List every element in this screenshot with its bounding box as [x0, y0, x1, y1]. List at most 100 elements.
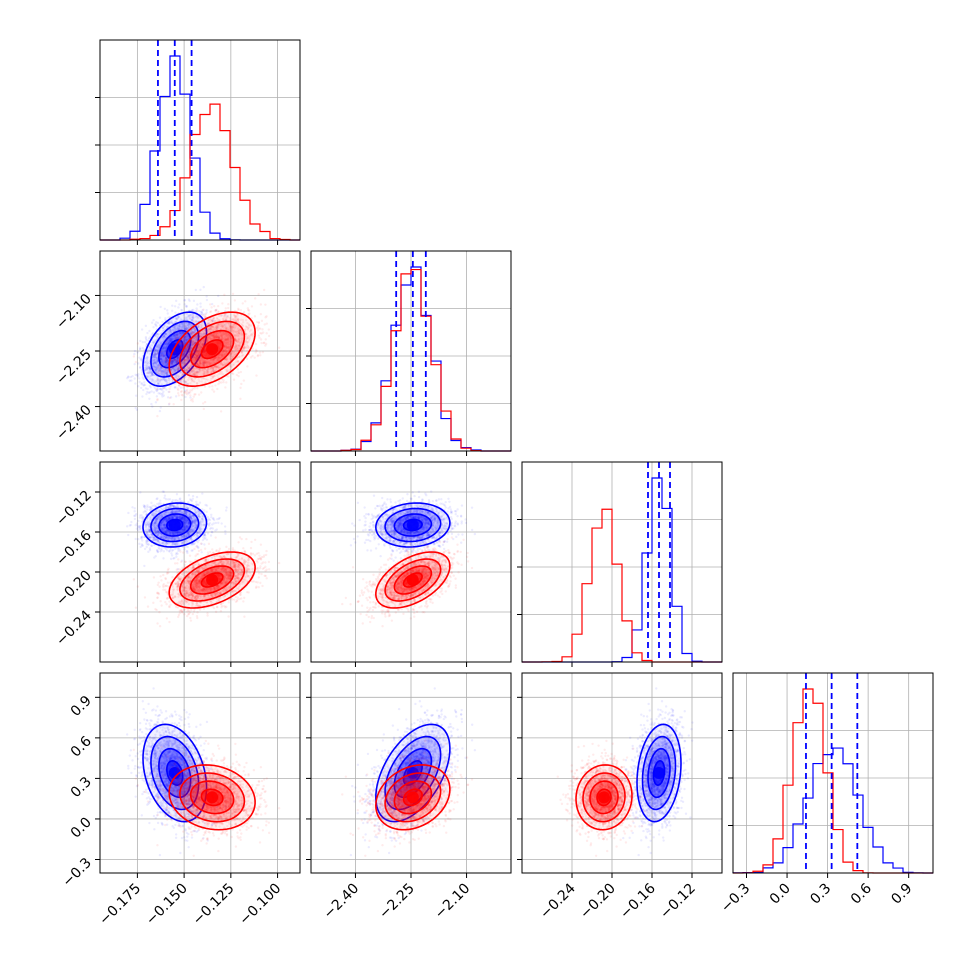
sample-point: [173, 361, 177, 364]
sample-point: [187, 326, 191, 329]
sample-point: [239, 370, 243, 374]
sample-point: [147, 366, 150, 369]
sample-point: [149, 367, 152, 371]
sample-point: [164, 316, 167, 320]
sample-point: [157, 392, 160, 395]
sample-point: [175, 360, 178, 364]
sample-point: [155, 361, 158, 365]
sample-point: [156, 359, 159, 363]
sample-point: [151, 405, 154, 408]
sample-point: [265, 322, 268, 325]
sample-point: [217, 336, 221, 340]
sample-point: [214, 308, 217, 312]
sample-point: [154, 362, 158, 366]
sample-point: [148, 367, 152, 371]
sample-point: [205, 295, 208, 298]
sample-point: [133, 362, 136, 366]
sample-point: [257, 324, 260, 327]
sample-point: [181, 324, 184, 328]
sample-point: [175, 333, 179, 337]
sample-point: [164, 360, 168, 364]
sample-point: [221, 302, 224, 305]
sample-point: [169, 337, 172, 340]
sample-point: [179, 331, 182, 335]
sample-point: [151, 378, 154, 381]
sample-point: [178, 367, 181, 370]
sample-point: [155, 335, 159, 338]
sample-point: [159, 368, 162, 371]
sample-point: [188, 350, 192, 354]
sample-point: [158, 378, 162, 381]
sample-point: [180, 380, 183, 384]
sample-point: [182, 386, 185, 389]
sample-point: [180, 325, 183, 328]
sample-point: [165, 368, 168, 371]
sample-point: [187, 392, 190, 395]
sample-point: [163, 371, 166, 374]
sample-point: [190, 370, 194, 374]
sample-point: [143, 368, 147, 371]
sample-point: [170, 337, 173, 341]
sample-point: [154, 350, 157, 353]
sample-point: [165, 371, 169, 374]
sample-point: [174, 316, 178, 320]
sample-point: [169, 396, 173, 399]
sample-point: [174, 337, 177, 340]
sample-point: [175, 374, 179, 378]
sample-point: [205, 298, 209, 302]
sample-point: [176, 365, 180, 369]
sample-point: [162, 355, 165, 358]
sample-point: [175, 555, 178, 558]
sample-point: [231, 292, 235, 296]
sample-point: [165, 343, 168, 347]
sample-point: [256, 354, 259, 358]
sample-point: [131, 375, 134, 378]
sample-point: [171, 359, 174, 362]
y-tick-label: −0.12: [53, 488, 95, 530]
sample-point: [167, 342, 170, 345]
sample-point: [173, 369, 177, 372]
sample-point: [163, 367, 167, 371]
sample-point: [233, 299, 237, 302]
sample-point: [195, 314, 198, 317]
sample-point: [180, 371, 183, 374]
sample-point: [133, 510, 136, 513]
sample-point: [170, 309, 174, 313]
sample-point: [172, 359, 176, 362]
sample-point: [127, 375, 130, 378]
y-tick-label: −0.16: [53, 527, 95, 569]
sample-point: [187, 353, 191, 357]
sample-point: [258, 351, 262, 354]
sample-point: [202, 362, 205, 365]
sample-point: [183, 361, 186, 365]
sample-point: [188, 391, 192, 394]
sample-point: [180, 322, 184, 325]
sample-point: [180, 326, 184, 329]
sample-point: [180, 362, 183, 365]
sample-point: [145, 367, 149, 371]
sample-point: [163, 494, 167, 497]
sample-point: [187, 418, 190, 421]
sample-point: [209, 534, 213, 537]
sample-point: [177, 312, 181, 315]
sample-point: [193, 355, 196, 359]
sample-point: [164, 369, 167, 373]
sample-point: [147, 365, 150, 368]
sample-point: [182, 313, 185, 316]
sample-point: [166, 312, 169, 315]
sample-point: [168, 396, 172, 400]
sample-point: [183, 303, 186, 306]
sample-point: [148, 345, 152, 348]
sample-point: [133, 514, 136, 518]
sample-point: [137, 377, 141, 380]
sample-point: [140, 358, 143, 361]
sample-point: [191, 344, 194, 347]
sample-point: [260, 319, 264, 323]
sample-point: [184, 328, 188, 332]
sample-point: [172, 343, 175, 346]
sample-point: [179, 334, 182, 338]
sample-point: [184, 324, 187, 328]
sample-point: [141, 356, 144, 360]
sample-point: [186, 345, 190, 348]
sample-point: [200, 310, 203, 314]
